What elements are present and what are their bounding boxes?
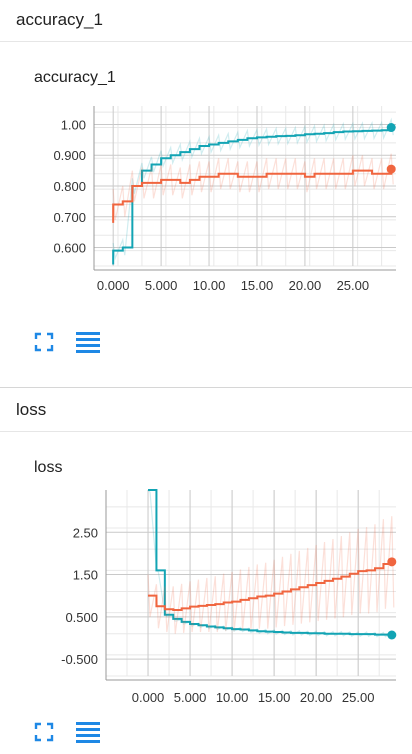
x-tick-label: 15.00 [258,690,291,705]
chart-card-accuracy: accuracy_1 0.000 5.000 10.00 15.00 20.00 25.0… [0,42,412,372]
series-b [112,153,396,223]
data-list-icon-svg [76,722,100,743]
x-tick-label: 25.00 [337,278,370,293]
data-list-icon[interactable] [76,331,100,353]
y-tick-label: 1.00 [61,117,86,132]
section-header-accuracy[interactable]: accuracy_1 [0,0,412,42]
y-tick-label: 0.700 [53,210,86,225]
grid [105,490,396,677]
series-end-point [386,123,396,133]
series-line [112,127,393,265]
x-tick-label: 0.000 [97,278,130,293]
x-tick-label: 5.000 [145,278,178,293]
x-tick-label: 5.000 [174,690,207,705]
series-raw-line [147,516,395,634]
y-tick-label: -0.500 [61,652,98,667]
y-tick-label: 0.600 [53,241,86,256]
series-line [148,561,393,612]
series-end-point [387,630,397,640]
chart-title-accuracy: accuracy_1 [34,69,116,86]
data-list-icon[interactable] [76,721,100,743]
series-line [148,489,393,636]
x-tick-label: 0.000 [132,690,165,705]
series-end-point [387,557,397,567]
y-tick-label: 2.50 [73,525,98,540]
section-header-loss[interactable]: loss [0,390,412,432]
x-tick-label: 10.00 [193,278,226,293]
y-tick-label: 0.800 [53,179,86,194]
x-tick-label: 25.00 [342,690,375,705]
data-list-icon-svg [76,332,100,353]
series-line [112,169,393,223]
x-tick-label: 15.00 [241,278,274,293]
section-divider [0,387,412,388]
y-tick-label: 0.900 [53,148,86,163]
y-tick-label: 0.500 [65,610,98,625]
fullscreen-icon-svg [34,722,54,742]
accuracy-chart[interactable]: 0.000 5.000 10.00 15.00 20.00 25.00 1.00 0.900 0… [0,106,412,306]
series-b [147,516,397,634]
chart-title-loss: loss [34,459,63,476]
fullscreen-icon-svg [34,332,54,352]
series-raw-line [147,489,395,638]
series-a [147,489,397,640]
series-a [112,117,396,265]
fullscreen-icon[interactable] [34,332,54,352]
loss-chart[interactable]: 0.000 5.000 10.00 15.00 20.00 25.00 2.50 1.50 0.… [0,489,412,712]
x-tick-label: 20.00 [289,278,322,293]
x-tick-label: 10.00 [216,690,249,705]
fullscreen-icon[interactable] [34,722,54,742]
x-tick-label: 20.00 [300,690,333,705]
chart-card-loss: loss 0.000 5.000 10.00 15.00 20.00 25.00 2.50 1… [0,432,412,754]
grid [93,106,396,267]
series-end-point [386,164,396,174]
y-tick-label: 1.50 [73,568,98,583]
